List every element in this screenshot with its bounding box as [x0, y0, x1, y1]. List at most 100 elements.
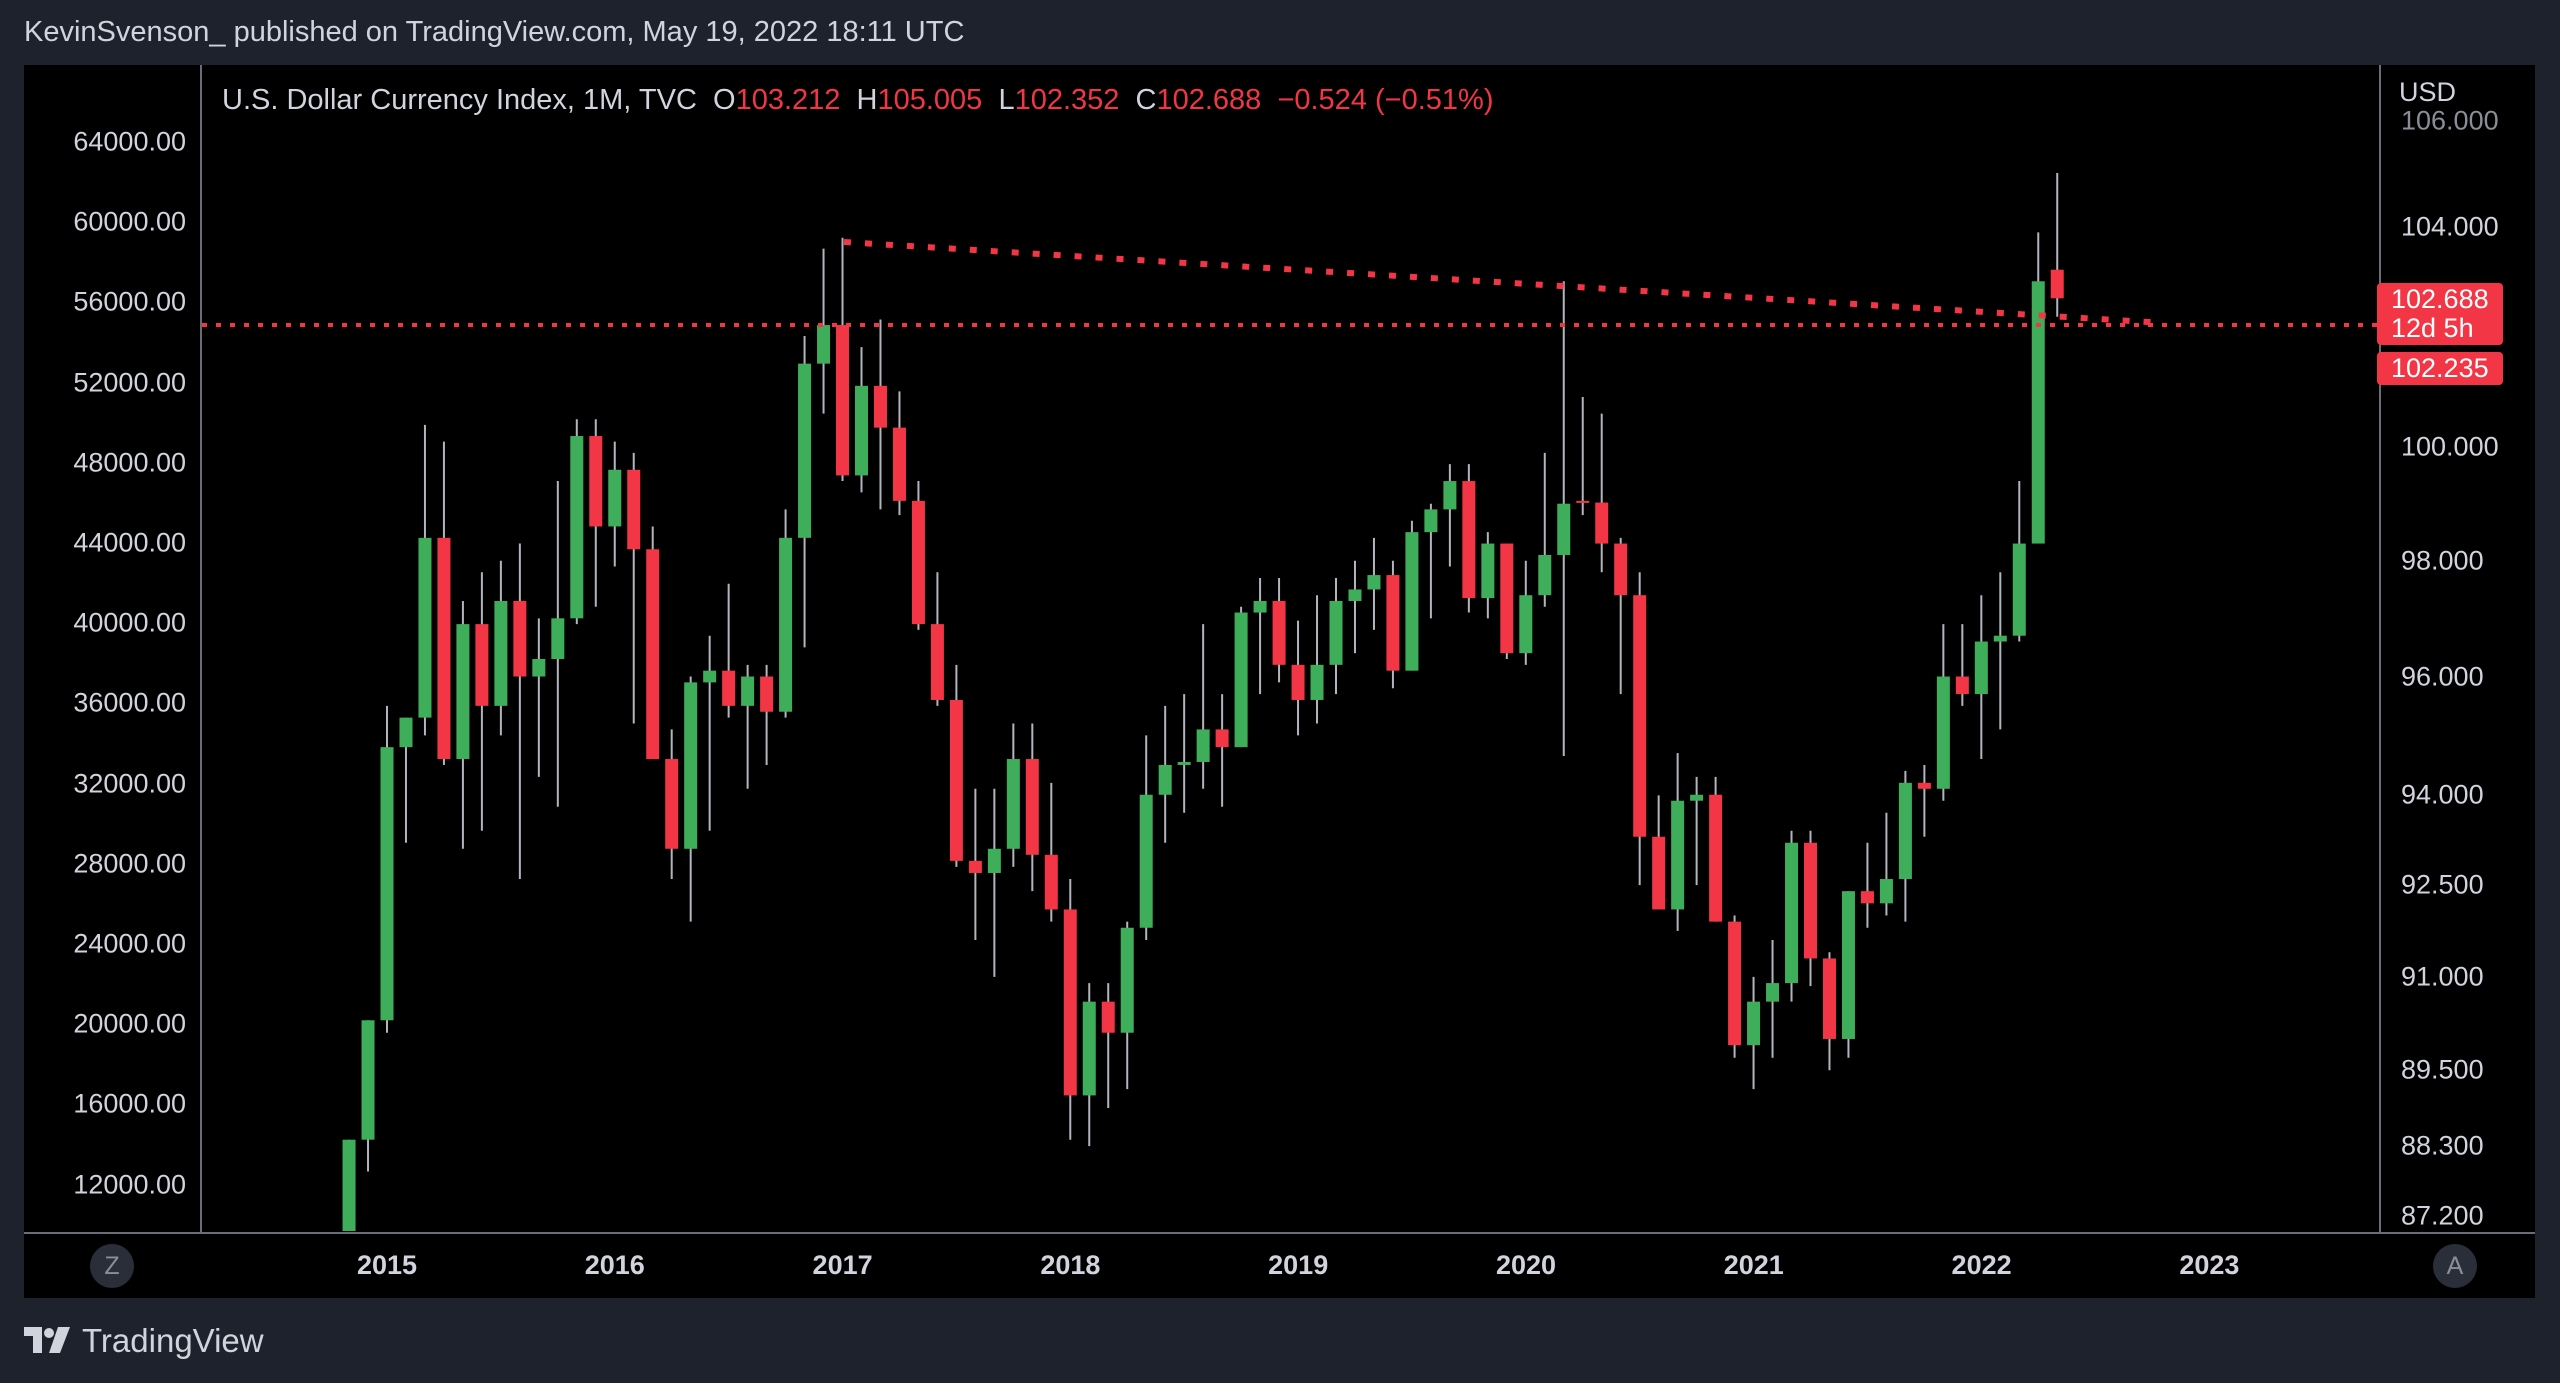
right-axis-tick: 94.000	[2401, 779, 2484, 810]
trend-line[interactable]	[843, 239, 2165, 326]
candle-body	[1329, 600, 1343, 665]
candle	[1291, 620, 1305, 736]
candle	[1120, 921, 1134, 1090]
change-value: −0.524 (−0.51%)	[1277, 84, 1494, 116]
candle	[741, 664, 755, 789]
candle-body	[380, 747, 394, 1021]
candle	[1177, 694, 1191, 813]
candle-body	[1898, 782, 1912, 880]
time-axis[interactable]: Z 2015 2016 2017 2018 2019 2020 2021 2022 2023 A	[24, 1232, 2535, 1300]
candle-body	[1500, 543, 1514, 654]
left-axis-tick: 24000.00	[73, 928, 186, 959]
candle	[513, 543, 527, 880]
candle-body	[1253, 600, 1267, 613]
right-axis-tick: 96.000	[2401, 661, 2484, 692]
candle	[1557, 281, 1571, 757]
candle	[1728, 915, 1742, 1058]
candle	[1804, 830, 1817, 987]
time-axis-year: 2020	[1495, 1250, 1557, 1280]
candle-body	[570, 436, 584, 619]
candle	[361, 1020, 375, 1172]
right-axis-tick: 89.500	[2401, 1054, 2484, 1085]
bar-countdown: 12d 5h	[2391, 313, 2474, 343]
left-price-axis[interactable]: 64000.00 60000.00 56000.00 52000.00 48000.00…	[24, 65, 202, 1232]
candle-body	[513, 600, 527, 677]
candle	[1709, 776, 1723, 922]
candle	[1443, 464, 1457, 567]
last-price-label: 102.688 12d 5h	[2377, 283, 2503, 345]
time-axis-year: 2021	[1723, 1250, 1784, 1280]
candle	[2050, 172, 2064, 317]
candle	[342, 1139, 356, 1231]
left-axis-tick: 64000.00	[73, 126, 186, 157]
footer-brand[interactable]: TradingView	[24, 1322, 264, 1360]
right-price-axis[interactable]: USD 106.000 104.000 100.000 98.000 96.000 94.…	[2379, 65, 2537, 1232]
candle-body	[873, 385, 887, 428]
left-axis-tick: 32000.00	[73, 768, 186, 799]
candle-body	[589, 436, 603, 527]
candle	[1500, 543, 1514, 659]
candle-body	[1860, 891, 1874, 904]
candle	[1063, 879, 1077, 1140]
candle-body	[1728, 921, 1742, 1046]
candle	[1633, 572, 1647, 886]
left-axis-tick: 44000.00	[73, 527, 186, 558]
candle	[1785, 830, 1799, 1002]
zoom-button[interactable]: Z	[90, 1244, 134, 1288]
candle	[855, 347, 868, 493]
candle-body	[646, 549, 660, 760]
candle	[930, 572, 944, 706]
symbol-name: U.S. Dollar Currency Index, 1M, TVC	[222, 84, 697, 116]
candle	[1006, 723, 1020, 867]
candle	[1766, 940, 1780, 1058]
candle-body	[1709, 794, 1723, 922]
candle-body	[1633, 595, 1647, 837]
candle-body	[1196, 729, 1210, 762]
candle-body	[1158, 764, 1172, 795]
candle-body	[1101, 1001, 1115, 1033]
candle-body	[494, 600, 508, 706]
candle	[1386, 560, 1400, 689]
candle-body	[1804, 842, 1817, 959]
candle	[1614, 537, 1628, 695]
candle-body	[418, 537, 432, 718]
candle	[760, 664, 774, 765]
close-value: 102.688	[1156, 84, 1262, 116]
candle-body	[741, 676, 755, 706]
right-axis-tick: 106.000	[2401, 105, 2499, 136]
candle-body	[1310, 664, 1324, 700]
candle-body	[817, 325, 831, 364]
candle	[722, 583, 736, 718]
candle	[532, 618, 546, 777]
candle-body	[1367, 575, 1381, 590]
candle-body	[760, 676, 774, 712]
publish-info: KevinSvenson_ published on TradingView.c…	[24, 16, 965, 48]
time-axis-year: 2016	[584, 1250, 645, 1280]
auto-scale-button[interactable]: A	[2433, 1244, 2477, 1288]
candle-body	[1917, 782, 1931, 789]
candle	[1747, 976, 1761, 1090]
candle-body	[361, 1020, 375, 1140]
candle	[608, 441, 622, 567]
candle-body	[627, 469, 641, 550]
time-axis-year: 2018	[1040, 1250, 1101, 1280]
candle-body	[911, 500, 925, 625]
candle-body	[1974, 641, 1988, 695]
candle-body	[456, 624, 470, 760]
candle-body	[779, 537, 793, 712]
candle	[873, 319, 887, 510]
candle	[1139, 735, 1153, 941]
right-axis-tick: 100.000	[2401, 431, 2499, 462]
time-axis-year: 2015	[356, 1250, 418, 1280]
left-axis-tick: 20000.00	[73, 1008, 186, 1039]
candle-body	[798, 363, 812, 538]
candle-body	[1841, 891, 1855, 1039]
candle	[1595, 413, 1609, 573]
candle-body	[1025, 759, 1039, 855]
candle	[1329, 577, 1343, 695]
candle-body	[1766, 983, 1780, 1002]
candle-body	[2050, 269, 2064, 299]
candle-body	[1519, 595, 1533, 654]
candle-body	[1481, 543, 1495, 599]
